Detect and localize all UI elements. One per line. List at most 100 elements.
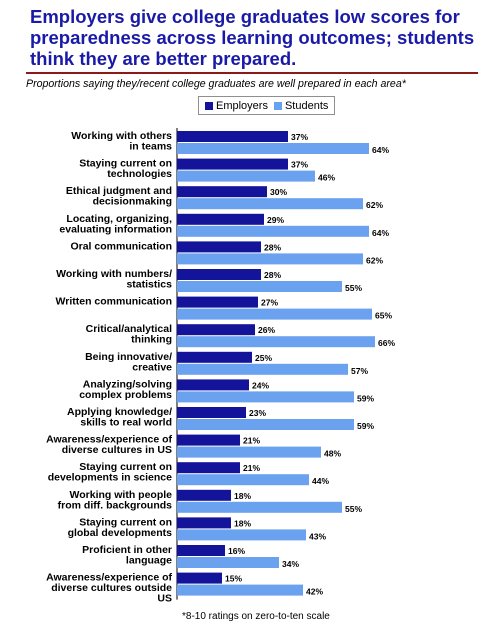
legend-label-students: Students [284, 99, 329, 112]
bar-students [177, 281, 342, 292]
data-label-employers: 24% [252, 380, 269, 390]
category-label: Working with numbers/statistics [56, 268, 172, 291]
category-label-line: Written communication [56, 296, 172, 308]
chart-footnote: *8-10 ratings on zero-to-ten scale [182, 611, 330, 622]
data-label-students: 48% [324, 449, 341, 459]
category-label-line: Oral communication [70, 240, 172, 252]
category-label-line: Staying current on [79, 516, 172, 528]
category-label-line: Locating, organizing, [66, 213, 172, 225]
category-label-line: in teams [129, 141, 172, 153]
category-label: Staying current on global developments [68, 516, 173, 539]
category-label-line: Awareness/experience of [46, 434, 172, 446]
data-label-employers: 25% [255, 353, 272, 363]
category-label: Oral communication [70, 240, 172, 252]
category-label-line: statistics [126, 279, 172, 291]
category-label: Ethical judgment and decisionmaking [66, 185, 172, 208]
bar-employers [177, 186, 267, 198]
data-label-employers: 26% [258, 325, 275, 335]
bar-employers [177, 462, 240, 474]
bar-students [177, 446, 321, 458]
bar-employers [177, 572, 222, 584]
bar-employers [177, 434, 240, 446]
category-label-line: thinking [131, 334, 172, 346]
category-label-line: from diff. backgrounds [58, 499, 172, 511]
category-label-line: diverse cultures in US [62, 444, 172, 456]
bar-employers [177, 269, 261, 280]
data-label-students: 64% [372, 145, 389, 155]
category-label: Staying current on technologies [79, 158, 172, 181]
chart-subtitle: Proportions saying they/recent college g… [26, 78, 406, 90]
data-label-students: 65% [375, 311, 392, 321]
legend-item-employers: Employers [205, 100, 268, 112]
category-label-line: skills to real world [80, 417, 172, 429]
category-label-line: Critical/analytical [86, 323, 172, 335]
bar-employers [177, 489, 231, 501]
category-label: Being innovative/creative [85, 351, 172, 374]
category-label-line: language [126, 555, 172, 567]
category-label: Critical/analytical thinking [86, 323, 172, 346]
bar-employers [177, 545, 225, 556]
data-label-students: 34% [282, 559, 299, 569]
data-label-students: 55% [345, 283, 362, 293]
category-label-line: decisionmaking [93, 196, 172, 208]
data-label-employers: 28% [264, 270, 281, 280]
bar-employers [177, 241, 261, 253]
data-label-employers: 27% [261, 298, 278, 308]
category-label-line: diverse cultures outside [51, 582, 172, 594]
data-label-students: 62% [366, 255, 383, 265]
category-label-line: Working with numbers/ [56, 268, 172, 280]
bar-students [177, 253, 363, 265]
bar-students [177, 143, 369, 154]
data-label-students: 66% [378, 338, 395, 348]
category-label: Locating, organizing, evaluating informat… [59, 213, 172, 236]
category-label-line: complex problems [79, 389, 172, 401]
chart-legend: Employers Students [198, 96, 336, 115]
bar-employers [177, 213, 264, 225]
bar-students [177, 170, 315, 182]
bar-students [177, 584, 303, 596]
bar-employers [177, 407, 246, 418]
data-label-employers: 21% [243, 436, 260, 446]
category-label-line: Analyzing/solving [83, 378, 172, 390]
bar-employers [177, 158, 288, 170]
category-label: Analyzing/solving complex problems [79, 378, 172, 401]
bar-students [177, 501, 342, 513]
data-label-students: 43% [309, 531, 326, 541]
data-label-students: 62% [366, 200, 383, 210]
category-label-line: Being innovative/ [85, 351, 172, 363]
chart-title: Employers give college graduates low sco… [30, 6, 475, 69]
category-label: Staying current on developments in scienc… [48, 461, 172, 484]
legend-swatch-students [273, 101, 282, 110]
bar-students [177, 336, 375, 348]
bar-students [177, 198, 363, 210]
data-label-employers: 18% [234, 491, 251, 501]
bar-students [177, 363, 348, 375]
data-label-employers: 37% [291, 132, 308, 142]
category-label: Awareness/experience of diverse cultures … [46, 434, 172, 457]
category-label-line: evaluating information [59, 223, 172, 235]
data-label-employers: 37% [291, 160, 308, 170]
bar-students [177, 557, 279, 568]
category-label: Awareness/experience of diverse cultures … [46, 572, 172, 605]
data-label-students: 59% [357, 421, 374, 431]
data-label-students: 59% [357, 393, 374, 403]
data-label-employers: 15% [225, 574, 242, 584]
data-label-students: 42% [306, 587, 323, 597]
category-label-line: Applying knowledge/ [67, 406, 172, 418]
category-label-line: Proficient in other [82, 544, 172, 556]
category-label: Working with others in teams [71, 130, 172, 153]
bar-employers [177, 379, 249, 391]
bar-students [177, 474, 309, 486]
title-divider [26, 72, 478, 74]
bar-employers [177, 296, 258, 308]
category-label-line: technologies [107, 168, 172, 180]
legend-label-employers: Employers [216, 99, 268, 112]
category-label-line: Staying current on [79, 158, 172, 170]
category-label-line: Working with people [70, 489, 173, 501]
category-label: Applying knowledge/skills to real world [67, 406, 172, 429]
legend-swatch-employers [205, 101, 213, 110]
data-label-employers: 30% [270, 187, 287, 197]
data-label-students: 55% [345, 504, 362, 514]
data-label-employers: 21% [243, 463, 260, 473]
bar-students [177, 419, 354, 430]
